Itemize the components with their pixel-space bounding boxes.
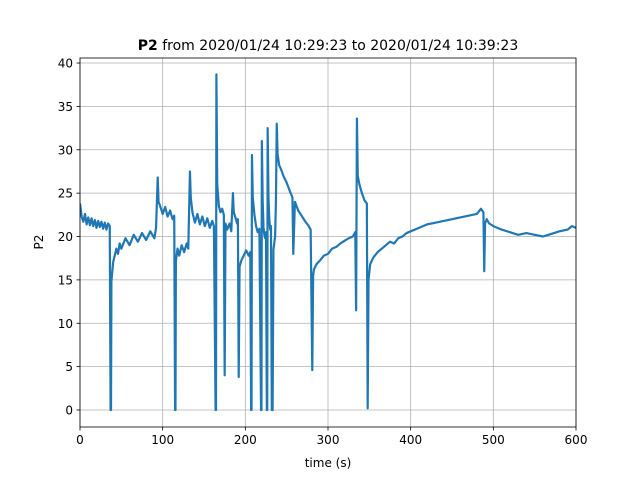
y-tick-label: 40 (58, 57, 73, 71)
title-text: from 2020/01/24 10:29:23 to 2020/01/24 1… (162, 38, 518, 54)
y-tick-label: 20 (58, 230, 73, 244)
y-tick-label: 0 (65, 403, 73, 417)
x-tick-label: 0 (76, 433, 84, 447)
y-tick-label: 10 (58, 317, 73, 331)
title-bold: P2 (138, 38, 158, 54)
x-tick-label: 300 (317, 433, 340, 447)
y-tick-label: 5 (65, 360, 73, 374)
y-tick-label: 25 (58, 187, 73, 201)
x-tick-label: 100 (151, 433, 174, 447)
x-tick-label: 600 (565, 433, 588, 447)
chart-title: P2 from 2020/01/24 10:29:23 to 2020/01/2… (138, 38, 519, 54)
x-tick-label: 500 (482, 433, 505, 447)
y-tick-label: 30 (58, 143, 73, 157)
data-line (80, 73, 576, 412)
x-tick-label: 400 (399, 433, 422, 447)
x-tick-label: 200 (234, 433, 257, 447)
y-tick-label: 35 (58, 100, 73, 114)
plot-frame (79, 57, 577, 428)
x-axis-label: time (s) (305, 456, 352, 470)
y-axis-label: P2 (32, 235, 46, 250)
y-tick-label: 15 (58, 273, 73, 287)
